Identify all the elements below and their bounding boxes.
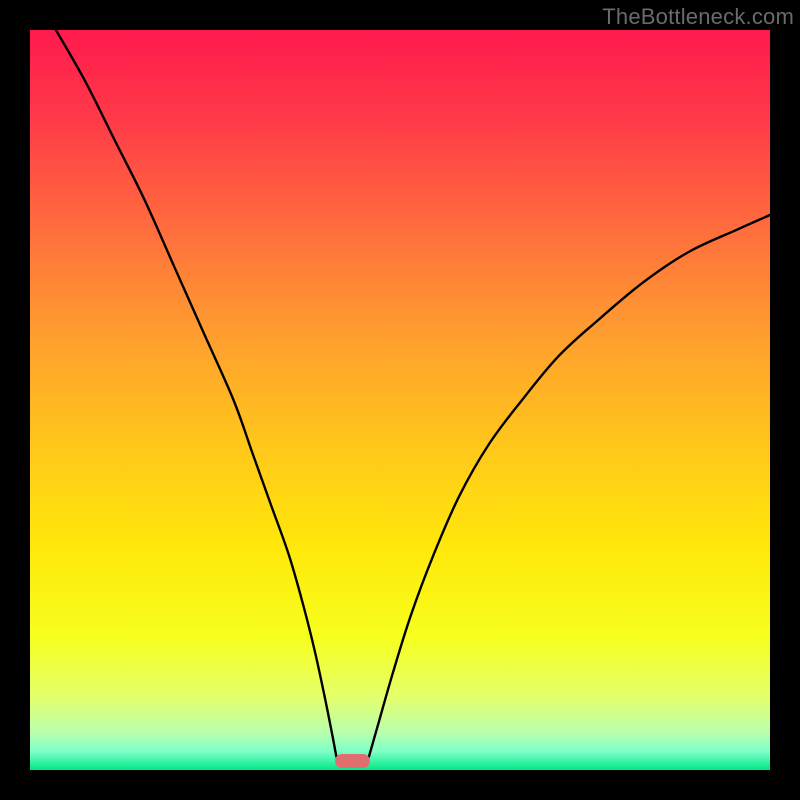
gradient-background (30, 30, 770, 770)
plot-area (30, 30, 770, 770)
chart-container: TheBottleneck.com (0, 0, 800, 800)
bottleneck-marker (335, 754, 371, 767)
watermark-text: TheBottleneck.com (602, 4, 794, 30)
